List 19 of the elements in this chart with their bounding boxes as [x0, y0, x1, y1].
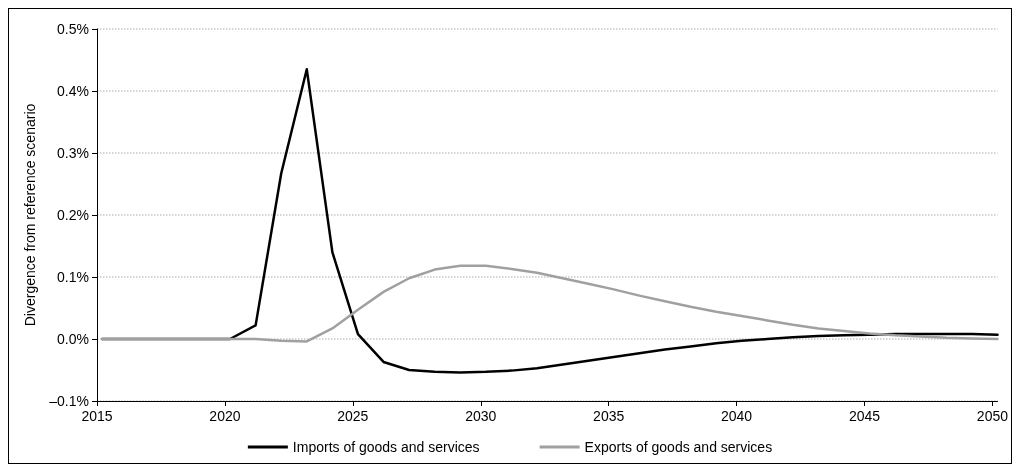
y-tick-label: 0.1%: [57, 269, 89, 285]
legend-label: Exports of goods and services: [584, 439, 773, 455]
y-tick-label: 0.5%: [57, 21, 89, 37]
x-tick-label: 2025: [337, 408, 369, 424]
x-tick-label: 2015: [81, 408, 113, 424]
y-tick-label: 0.4%: [57, 83, 89, 99]
x-tick-label: 2040: [721, 408, 753, 424]
y-tick-label: 0.3%: [57, 145, 89, 161]
x-tick-label: 2045: [848, 408, 881, 424]
legend-label: Imports of goods and services: [292, 439, 480, 455]
x-tick-label: 2030: [465, 408, 497, 424]
y-tick-label: –0.1%: [49, 393, 89, 409]
y-tick-label: 0.2%: [57, 207, 89, 223]
x-tick-label: 2050: [976, 408, 1009, 424]
line-series: [100, 264, 999, 343]
x-tick-label: 2020: [209, 408, 241, 424]
y-axis-title: Divergence from reference scenario: [22, 103, 38, 327]
x-tick-label: 2035: [593, 408, 625, 424]
y-tick-label: 0.0%: [57, 331, 89, 347]
